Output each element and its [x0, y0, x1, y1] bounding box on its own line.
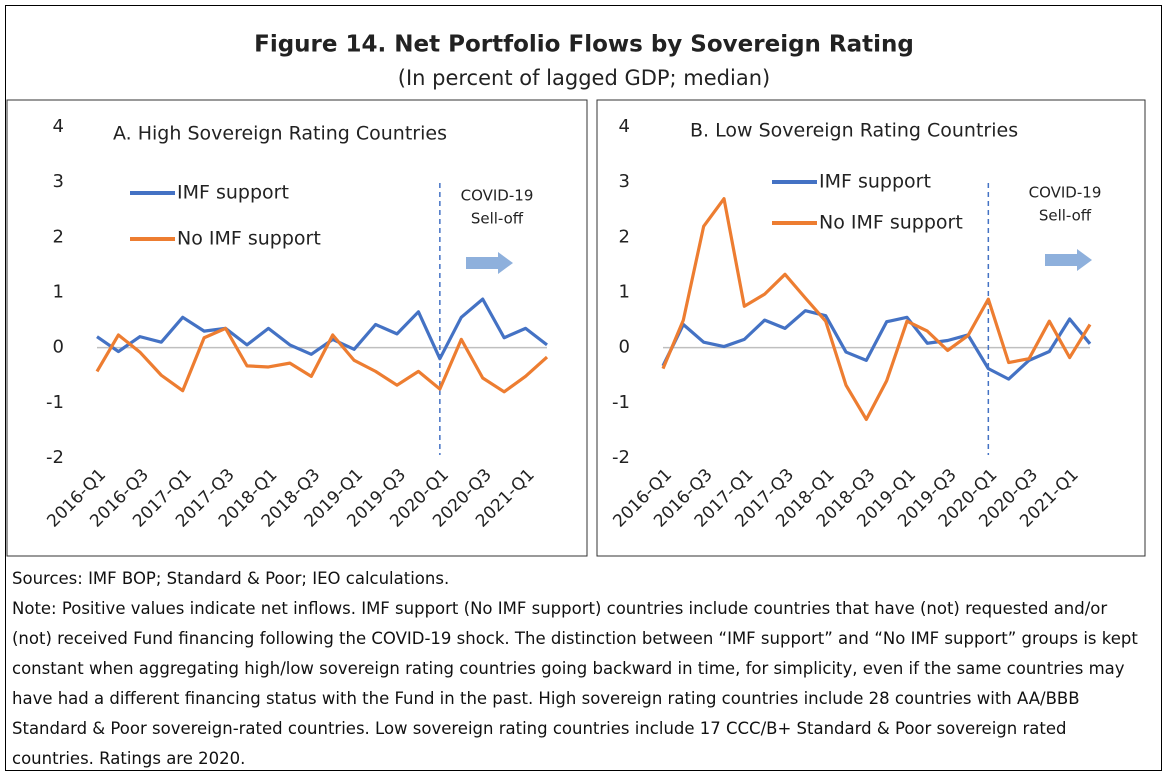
panel-title: B. Low Sovereign Rating Countries — [690, 120, 1018, 142]
y-tick-label: -2 — [46, 447, 64, 468]
y-tick-label: 4 — [619, 116, 630, 137]
y-tick-label: -1 — [612, 392, 630, 413]
y-tick-label: 4 — [53, 116, 64, 137]
annotation: Sell-off — [1039, 207, 1092, 225]
y-tick-label: 1 — [619, 282, 630, 303]
figure-title: Figure 14. Net Portfolio Flows by Sovere… — [254, 32, 914, 58]
y-tick-label: 0 — [619, 337, 630, 358]
panel-border — [596, 99, 1146, 557]
y-tick-label: 3 — [619, 171, 630, 192]
y-tick-label: 1 — [53, 282, 64, 303]
y-tick-label: 3 — [53, 171, 64, 192]
legend-label: IMF support — [819, 171, 931, 193]
y-tick-label: 2 — [53, 226, 64, 247]
series-line — [661, 309, 1092, 381]
series-line — [96, 297, 548, 361]
chart-area: Figure 14. Net Portfolio Flows by Sovere… — [6, 32, 1146, 557]
y-tick-label: 0 — [53, 337, 64, 358]
annotation: COVID-19 — [461, 187, 534, 205]
sources: Sources: IMF BOP; Standard & Poor; IEO c… — [12, 569, 450, 588]
frame — [5, 5, 1162, 771]
legend-label: IMF support — [177, 182, 289, 204]
annotation: Sell-off — [471, 210, 524, 228]
arrow — [466, 252, 513, 274]
panel-border — [6, 99, 588, 557]
figure-subtitle: (In percent of lagged GDP; median) — [398, 66, 770, 90]
annotation: COVID-19 — [1029, 184, 1102, 202]
panel-title: A. High Sovereign Rating Countries — [113, 123, 447, 145]
series-line — [661, 197, 1092, 421]
y-tick-label: -1 — [46, 392, 64, 413]
footer: Sources: IMF BOP; Standard & Poor; IEO c… — [12, 564, 1152, 774]
y-tick-label: 2 — [619, 226, 630, 247]
arrow — [1045, 249, 1092, 271]
y-tick-label: -2 — [612, 447, 630, 468]
note: Note: Positive values indicate net inflo… — [12, 599, 1138, 768]
legend-label: No IMF support — [177, 228, 321, 250]
legend-label: No IMF support — [819, 212, 963, 234]
series-line — [95, 326, 549, 394]
